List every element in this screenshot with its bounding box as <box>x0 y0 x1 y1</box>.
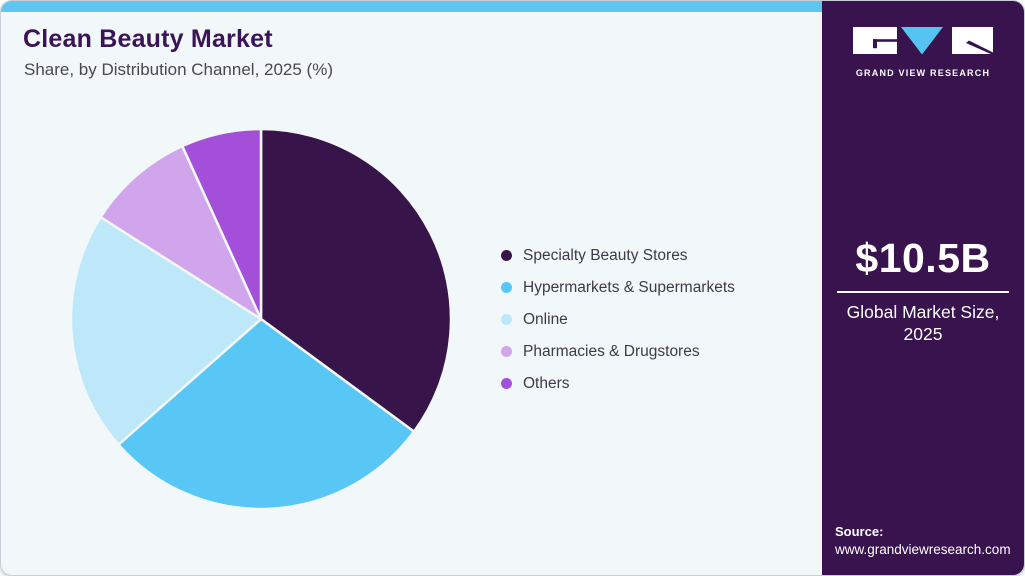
legend-item: Hypermarkets & Supermarkets <box>501 278 735 297</box>
page-title: Clean Beauty Market <box>23 25 273 53</box>
legend-item-label: Others <box>523 374 570 392</box>
legend-item-label: Pharmacies & Drugstores <box>523 342 700 360</box>
legend-swatch-icon <box>501 282 512 293</box>
pie-slice <box>259 127 453 433</box>
pie-chart <box>69 127 453 511</box>
market-size-label: Global Market Size, 2025 <box>846 302 1000 344</box>
pie-slice <box>69 215 263 446</box>
pie-slice <box>117 317 416 511</box>
legend-swatch-icon <box>501 346 512 357</box>
legend-item: Pharmacies & Drugstores <box>501 342 735 361</box>
legend-item: Others <box>501 374 735 393</box>
legend-item-label: Hypermarkets & Supermarkets <box>523 278 735 296</box>
logo-wordmark: GRAND VIEW RESEARCH <box>855 68 991 78</box>
pie-slice <box>99 144 263 321</box>
source-block: Source: www.grandviewresearch.com <box>835 524 1011 557</box>
brand-sidebar: GRAND VIEW RESEARCH $10.5B Global Market… <box>822 1 1024 575</box>
legend-swatch-icon <box>501 378 512 389</box>
chart-legend: Specialty Beauty Stores Hypermarkets & S… <box>501 246 735 393</box>
gvr-logo: GRAND VIEW RESEARCH <box>853 26 993 78</box>
top-accent-bar <box>1 1 1024 12</box>
legend-item: Specialty Beauty Stores <box>501 246 735 265</box>
source-label: Source: <box>835 524 884 539</box>
divider <box>837 291 1009 293</box>
legend-swatch-icon <box>501 250 512 261</box>
market-size-value: $10.5B <box>855 235 991 281</box>
logo-letter-v-icon <box>901 27 943 55</box>
source-url: www.grandviewresearch.com <box>835 542 1011 557</box>
legend-item-label: Specialty Beauty Stores <box>523 246 688 264</box>
legend-item: Online <box>501 310 735 329</box>
page-subtitle: Share, by Distribution Channel, 2025 (%) <box>24 60 333 79</box>
market-size-block: $10.5B Global Market Size, 2025 <box>822 235 1024 345</box>
legend-item-label: Online <box>523 310 568 328</box>
gvr-logo-icon <box>853 27 993 55</box>
pie-slice <box>181 127 263 321</box>
legend-swatch-icon <box>501 314 512 325</box>
